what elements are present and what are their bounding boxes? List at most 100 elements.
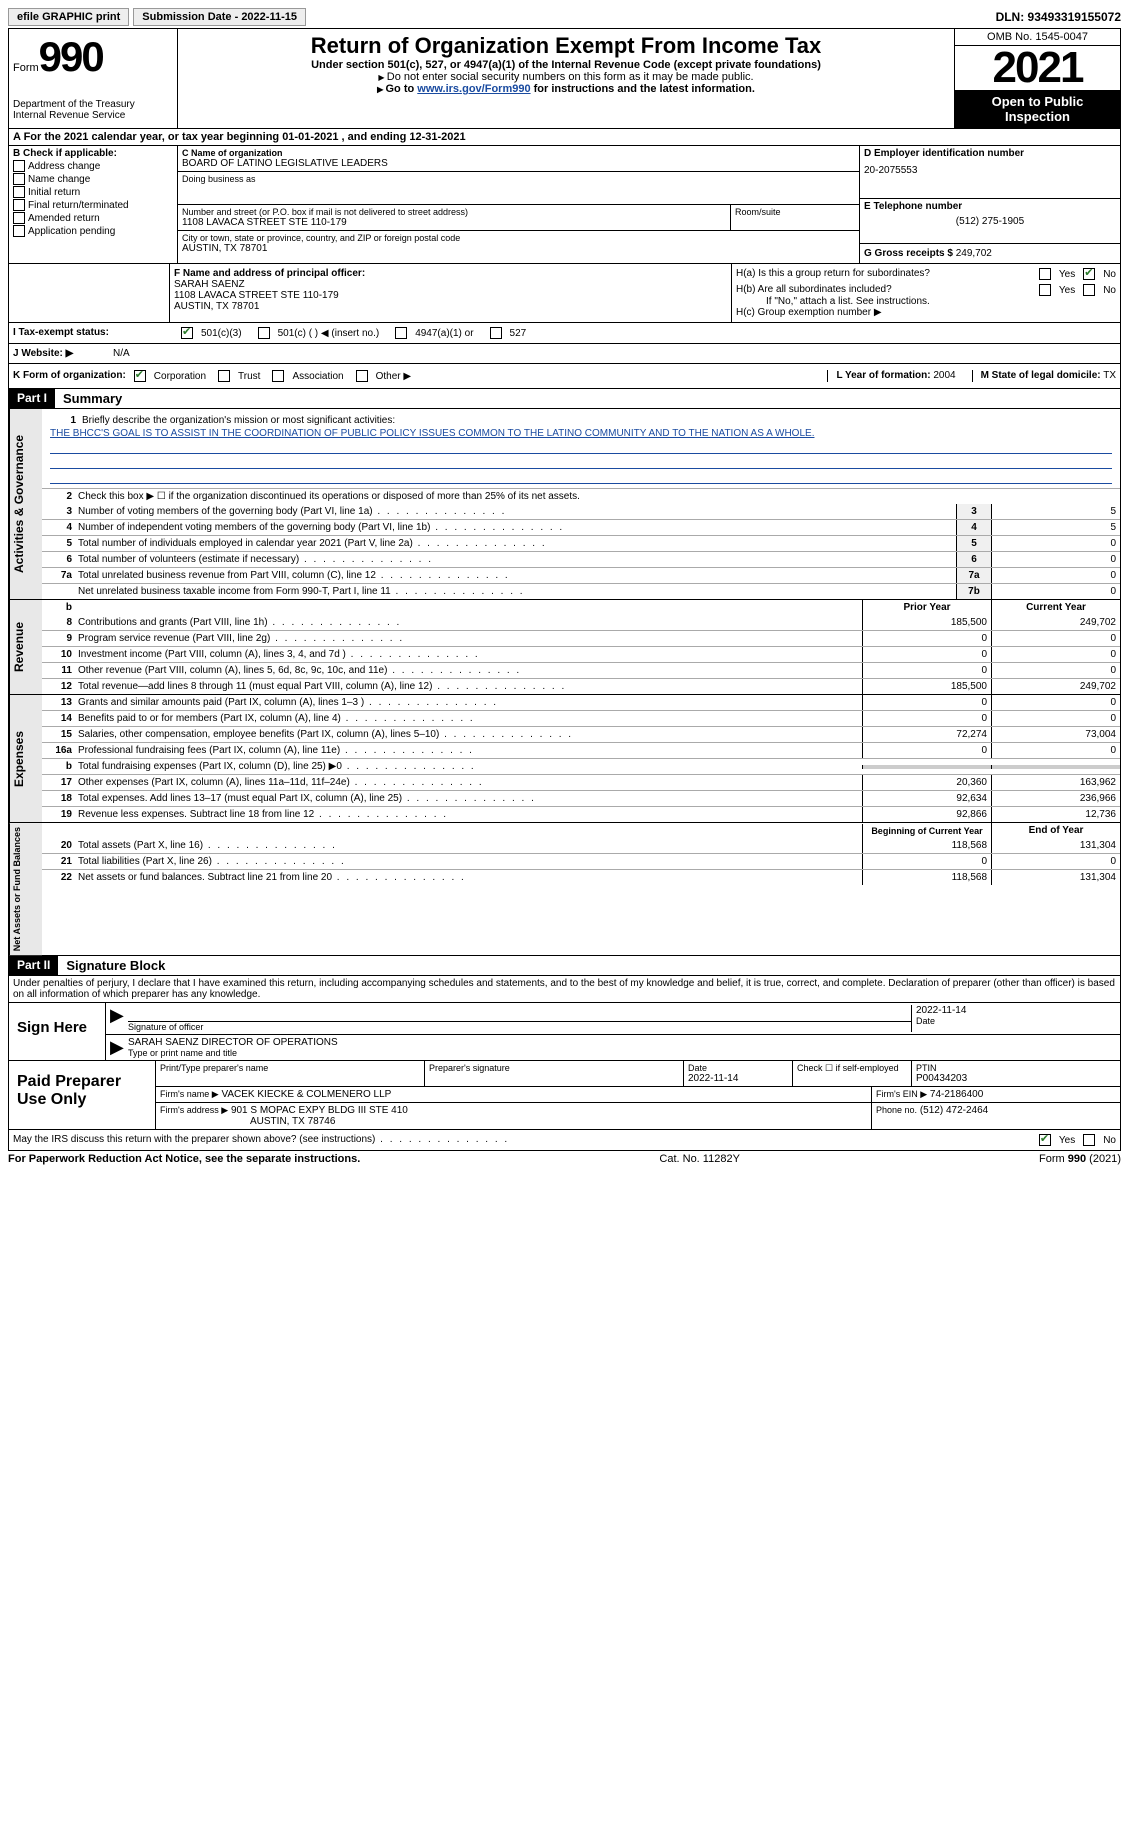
mission-line-2: [50, 454, 1112, 469]
mission-line-1: [50, 439, 1112, 454]
dba-label: Doing business as: [182, 174, 855, 184]
gross-cell: G Gross receipts $ 249,702: [860, 244, 1120, 263]
discuss-row: May the IRS discuss this return with the…: [9, 1129, 1120, 1150]
top-bar: efile GRAPHIC print Submission Date - 20…: [8, 8, 1121, 26]
form-number: 990: [39, 33, 103, 80]
footer-left: For Paperwork Reduction Act Notice, see …: [8, 1153, 360, 1165]
exp-line-15: 15Salaries, other compensation, employee…: [42, 726, 1120, 742]
exp-line-14: 14Benefits paid to or for members (Part …: [42, 710, 1120, 726]
ein-label: D Employer identification number: [864, 148, 1116, 159]
prep-sig-label: Preparer's signature: [429, 1063, 679, 1073]
gross-label: G Gross receipts $: [864, 248, 953, 259]
header-right: OMB No. 1545-0047 2021 Open to Public In…: [954, 29, 1120, 128]
prep-self-employed: Check ☐ if self-employed: [793, 1061, 912, 1086]
year-formation-label: L Year of formation:: [836, 370, 930, 381]
firm-addr-label: Firm's address ▶: [160, 1105, 228, 1115]
main-grid: B Check if applicable: Address change Na…: [8, 146, 1121, 264]
gross-value: 249,702: [956, 248, 992, 259]
cb-assoc[interactable]: [272, 370, 284, 382]
group-return-cell: H(a) Is this a group return for subordin…: [731, 264, 1120, 322]
exp-line-17: 17Other expenses (Part IX, column (A), l…: [42, 774, 1120, 790]
cb-app-pending[interactable]: Application pending: [13, 225, 173, 237]
part2-header-row: Part II Signature Block: [8, 956, 1121, 976]
tax-status-opts: 501(c)(3) 501(c) ( ) ◀ (insert no.) 4947…: [177, 323, 1120, 343]
dept-treasury: Department of the Treasury: [13, 99, 173, 110]
efile-button[interactable]: efile GRAPHIC print: [8, 8, 129, 26]
form-org-row: K Form of organization: Corporation Trus…: [8, 364, 1121, 389]
col-b-label: B Check if applicable:: [13, 148, 173, 159]
cb-initial-return[interactable]: Initial return: [13, 186, 173, 198]
vert-netassets: Net Assets or Fund Balances: [9, 823, 42, 955]
cb-name-change[interactable]: Name change: [13, 173, 173, 185]
gov-line-3: 3Number of voting members of the governi…: [42, 504, 1120, 519]
rev-line-8: 8Contributions and grants (Part VIII, li…: [42, 615, 1120, 630]
cb-527[interactable]: [490, 327, 502, 339]
city-state-zip: AUSTIN, TX 78701: [182, 243, 855, 254]
vert-revenue: Revenue: [9, 600, 42, 694]
tax-year: 2021: [955, 46, 1120, 90]
sub3-pre: Go to: [386, 83, 418, 95]
exp-line-18: 18Total expenses. Add lines 13–17 (must …: [42, 790, 1120, 806]
gov-line-7b: Net unrelated business taxable income fr…: [42, 583, 1120, 599]
signer-name-title: SARAH SAENZ DIRECTOR OF OPERATIONS: [128, 1037, 1116, 1048]
prep-date-label: Date: [688, 1063, 788, 1073]
net-line-22: 22Net assets or fund balances. Subtract …: [42, 869, 1120, 885]
cb-corp[interactable]: [134, 370, 146, 382]
vert-expenses: Expenses: [9, 695, 42, 822]
line2-text: Check this box ▶ ☐ if the organization d…: [78, 489, 1120, 504]
subtitle-3: Go to www.irs.gov/Form990 for instructio…: [182, 83, 950, 95]
net-line-21: 21Total liabilities (Part X, line 26)00: [42, 853, 1120, 869]
gov-line-7a: 7aTotal unrelated business revenue from …: [42, 567, 1120, 583]
begin-year-header: Beginning of Current Year: [862, 824, 991, 838]
sig-officer-label: Signature of officer: [128, 1022, 911, 1032]
officer-name-line: ▶ SARAH SAENZ DIRECTOR OF OPERATIONS Typ…: [106, 1035, 1120, 1060]
header-left: Form990 Department of the Treasury Inter…: [9, 29, 178, 128]
signature-block: Under penalties of perjury, I declare th…: [8, 976, 1121, 1151]
gov-line-4: 4Number of independent voting members of…: [42, 519, 1120, 535]
tax-status-label: I Tax-exempt status:: [9, 323, 177, 343]
city-cell: City or town, state or province, country…: [178, 231, 859, 256]
footer-mid: Cat. No. 11282Y: [659, 1153, 740, 1165]
prep-phone: (512) 472-2464: [920, 1105, 988, 1116]
sign-date-label: Date: [916, 1016, 1116, 1026]
org-name: BOARD OF LATINO LEGISLATIVE LEADERS: [182, 158, 855, 169]
officer-sig-line: ▶ Signature of officer 2022-11-14 Date: [106, 1003, 1120, 1035]
netassets-header-row: Beginning of Current Year End of Year: [42, 823, 1120, 838]
cb-address-change[interactable]: Address change: [13, 160, 173, 172]
city-label: City or town, state or province, country…: [182, 233, 855, 243]
name-arrow-icon: ▶: [110, 1037, 128, 1058]
sign-date: 2022-11-14: [916, 1005, 1116, 1016]
mission-line-3: [50, 469, 1112, 484]
website-value: N/A: [113, 348, 130, 359]
preparer-label: Paid Preparer Use Only: [9, 1061, 155, 1129]
part1-badge: Part I: [9, 389, 55, 408]
gov-line-5: 5Total number of individuals employed in…: [42, 535, 1120, 551]
col-c-org: C Name of organization BOARD OF LATINO L…: [178, 146, 859, 263]
cb-501c[interactable]: [258, 327, 270, 339]
ha-label: H(a) Is this a group return for subordin…: [736, 268, 930, 280]
mission-block: 1Briefly describe the organization's mis…: [42, 409, 1120, 488]
state-domicile-label: M State of legal domicile:: [981, 370, 1101, 381]
tax-status-row: I Tax-exempt status: 501(c)(3) 501(c) ( …: [8, 323, 1121, 344]
cb-4947[interactable]: [395, 327, 407, 339]
cb-amended[interactable]: Amended return: [13, 212, 173, 224]
cb-501c3[interactable]: [181, 327, 193, 339]
cb-trust[interactable]: [218, 370, 230, 382]
revenue-header-row: b Prior Year Current Year: [42, 600, 1120, 615]
expenses-section: Expenses 13Grants and similar amounts pa…: [8, 695, 1121, 823]
officer-label: F Name and address of principal officer:: [174, 268, 727, 279]
irs-link[interactable]: www.irs.gov/Form990: [417, 83, 530, 95]
cb-other[interactable]: [356, 370, 368, 382]
penalty-text: Under penalties of perjury, I declare th…: [9, 976, 1120, 1002]
netassets-section: Net Assets or Fund Balances Beginning of…: [8, 823, 1121, 956]
prior-year-header: Prior Year: [862, 600, 991, 615]
submission-button[interactable]: Submission Date - 2022-11-15: [133, 8, 306, 26]
hb-yn: Yes No: [1039, 284, 1116, 296]
prep-phone-label: Phone no.: [876, 1105, 917, 1115]
cb-final-return[interactable]: Final return/terminated: [13, 199, 173, 211]
line-2: 2 Check this box ▶ ☐ if the organization…: [42, 488, 1120, 504]
line1-label: Briefly describe the organization's miss…: [82, 415, 395, 426]
col-b-checkboxes: B Check if applicable: Address change Na…: [9, 146, 178, 263]
officer-cell: F Name and address of principal officer:…: [170, 264, 731, 322]
prep-date: 2022-11-14: [688, 1073, 788, 1084]
